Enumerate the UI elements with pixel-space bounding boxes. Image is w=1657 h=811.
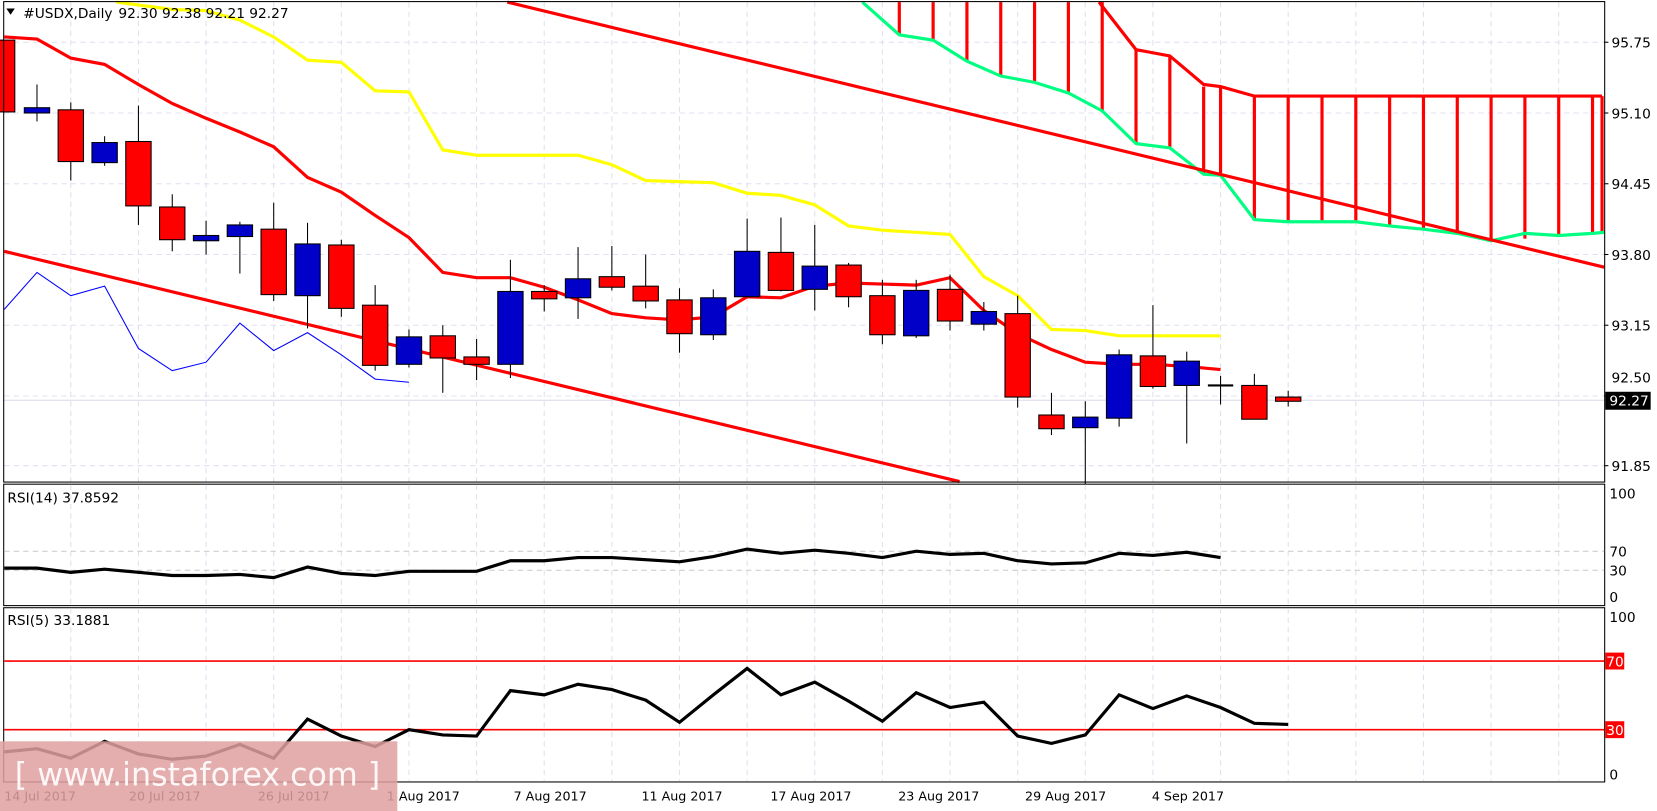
triangle-down-icon[interactable] [6,8,15,15]
symbol-label: #USDX,Daily [23,6,112,22]
svg-text:91.85: 91.85 [1612,459,1651,475]
svg-text:4 Sep 2017: 4 Sep 2017 [1152,788,1224,803]
rsi14-label: RSI(14) 37.8592 [7,491,119,507]
watermark: [ www.instaforex.com ] [0,741,398,811]
rsi5-axis: 100 0 [1609,610,1635,783]
svg-text:100: 100 [1609,486,1635,502]
svg-text:92.50: 92.50 [1612,370,1651,386]
svg-text:100: 100 [1609,610,1635,626]
upper-channel-line [506,0,1605,269]
rsi5-level-70-label: 70 [1606,654,1623,670]
candles [0,39,1302,485]
ichimoku-cloud [897,1,1604,241]
rsi14-axis: 100 70 30 0 [1609,486,1635,605]
chikou-line [3,271,410,383]
svg-text:7 Aug 2017: 7 Aug 2017 [514,788,587,803]
svg-text:93.80: 93.80 [1612,248,1651,264]
svg-text:1 Aug 2017: 1 Aug 2017 [387,788,460,803]
svg-text:70: 70 [1609,545,1626,561]
yellow-line [116,0,1221,338]
rsi5-label: RSI(5) 33.1881 [7,613,110,629]
current-price-badge [1605,391,1651,410]
price-panel: #USDX,Daily 92.30 92.38 92.21 92.27 [0,0,1605,485]
watermark-text: [ www.instaforex.com ] [15,758,380,794]
price-panel-frame [3,1,1606,483]
svg-text:23 Aug 2017: 23 Aug 2017 [898,788,979,803]
svg-text:29 Aug 2017: 29 Aug 2017 [1025,788,1106,803]
svg-text:0: 0 [1609,590,1618,606]
svg-text:95.10: 95.10 [1612,106,1651,122]
rsi5-level-30-label: 30 [1606,723,1623,739]
price-axis: 95.75 95.10 94.45 93.80 93.15 92.50 91.8… [1604,36,1651,475]
svg-text:93.15: 93.15 [1612,319,1651,335]
svg-text:95.75: 95.75 [1612,36,1651,52]
rsi14-line [4,547,1221,580]
svg-text:17 Aug 2017: 17 Aug 2017 [770,788,851,803]
rsi14-panel: RSI(14) 37.8592 100 70 30 0 [3,483,1636,607]
svg-text:94.45: 94.45 [1612,177,1651,193]
ohlc-label: 92.30 92.38 92.21 92.27 [118,6,288,22]
lower-channel-line [3,249,960,484]
svg-text:11 Aug 2017: 11 Aug 2017 [641,788,722,803]
current-price-label: 92.27 [1609,394,1648,410]
svg-text:0: 0 [1609,767,1618,783]
svg-text:30: 30 [1609,564,1626,580]
